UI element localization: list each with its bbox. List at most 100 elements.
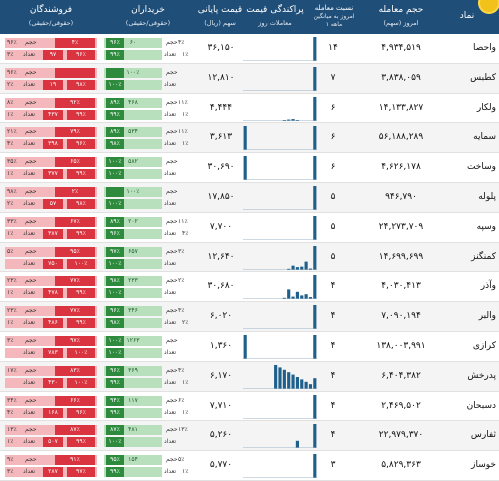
spread-bar xyxy=(308,297,313,300)
seller-percent: ۸۷٪ xyxy=(55,425,95,436)
spread-bar xyxy=(313,394,317,419)
seller-count-label: تعداد xyxy=(23,438,36,446)
buyer-vol-label: حجم xyxy=(166,158,178,166)
buyer-vol-label: حجم xyxy=(166,247,178,255)
symbol-name[interactable]: کطبس xyxy=(470,72,496,83)
ratio-bar: ۶۰ ۹۶٪ حجم ۴٪ xyxy=(104,38,192,48)
buyers-breakdown: ۱۱۷ ۹۴٪ حجم ۶٪ ۹۹٪ تعداد ۱٪ xyxy=(104,395,192,418)
price-spread-chart xyxy=(243,96,317,121)
ratio-bar: ۹۸٪ حجم ۲٪ xyxy=(5,186,97,197)
header-symbol[interactable]: نماد xyxy=(438,0,496,34)
table-row[interactable]: خوساز ۵,۸۲۹,۳۶۳ ۳ ۵,۷۷۰ ۱۵۴ ۹۵٪ حجم ۵٪ ۹۹٪ تعداد ۱… xyxy=(0,451,499,481)
table-row[interactable]: پدرخش ۶,۴۰۴,۳۸۲ ۴ ۶,۱۷۰ ۳۶۹ ۹۶٪ حجم ۴٪ ۹۹٪ تعداد ۱… xyxy=(0,361,499,392)
buyer-percent: ۹۷٪ xyxy=(106,246,124,257)
ratio-bar: ۲۳٪ حجم ۷۷٪ xyxy=(5,306,97,317)
seller-count-value: ۵۰۷ xyxy=(43,437,63,448)
symbol-name[interactable]: پلوله xyxy=(478,191,496,202)
ratio-bar: ۹۶٪ تعداد ۴٪ xyxy=(104,228,192,239)
header-ratio[interactable]: نسبت معامله امروز به میانگین ۱ ماهه xyxy=(303,0,365,34)
symbol-name[interactable]: وآذر xyxy=(480,281,496,292)
spread-bar xyxy=(295,441,299,449)
header-spread[interactable]: پراکندگی قیمت معاملات روز xyxy=(244,0,306,34)
ratio-bar: ۶۵۷ ۹۷٪ حجم ۳٪ xyxy=(104,246,192,257)
symbol-name[interactable]: والبر xyxy=(478,311,496,322)
table-row[interactable]: ثفارس ۲۲,۹۷۹,۳۷۰ ۴ ۵,۲۶۰ ۴۸۱ ۸۷٪ حجم ۱۳٪ ۱۰۰٪ تعد… xyxy=(0,421,499,452)
price-spread-chart xyxy=(243,215,317,240)
ratio-bar: ۲٪ تعداد ۱۹ ۹۸٪ xyxy=(5,79,97,90)
buyer-legal-percent: ۳٪ xyxy=(178,247,185,255)
buyer-count-bar xyxy=(104,169,162,180)
trade-volume: ۱۴,۱۳۳,۸۲۷ xyxy=(378,102,424,113)
header-price[interactable]: قیمت پایانی سهم (ریال) xyxy=(192,0,248,34)
ratio-bar: ۱٪ تعداد ۳۷۷ ۹۹٪ xyxy=(5,169,97,180)
buyer-count-percent: ۱۰۰٪ xyxy=(106,347,124,358)
trade-volume: ۷,۰۹۰,۱۹۴ xyxy=(381,311,421,322)
buyer-vol-label: حجم xyxy=(166,456,178,464)
table-row[interactable]: پلوله ۹۴۶,۷۹۰ ۵ ۱۷,۸۵۰ ۱۰۰٪ حجم ۱۰۰٪ تعداد ۹۸٪ حج… xyxy=(0,182,499,213)
seller-count-label: تعداد xyxy=(23,51,36,58)
buyer-count-legal: ۱٪ xyxy=(182,378,189,386)
table-row[interactable]: والبر ۷,۰۹۰,۱۹۴ ۴ ۶,۰۲۰ ۳۴۶ ۹۶٪ حجم ۴٪ ۹۸٪ تعداد ۲… xyxy=(0,302,499,332)
symbol-name[interactable]: ولکار xyxy=(476,102,496,113)
volume-ratio: ۷ xyxy=(330,72,336,83)
price-spread-chart xyxy=(243,305,317,330)
table-row[interactable]: کرازی ۱۳۸,۰۰۳,۹۹۱ ۴ ۱,۳۶۰ ۱۲۶۳ ۱۰۰٪ حجم ۱۰۰٪ تعد… xyxy=(0,332,499,362)
header-symbol-label: نماد xyxy=(459,11,475,21)
table-row[interactable]: وآذر ۴,۰۳۰,۴۱۳ ۴ ۳۰,۶۸۰ ۲۳۳ ۹۸٪ حجم ۲٪ ۱۰۰٪ تعداد… xyxy=(0,272,499,303)
seller-legal-percent: ۳٪ xyxy=(7,336,14,344)
symbol-name[interactable]: واحصا xyxy=(473,43,496,53)
table-row[interactable]: دسبحان ۲,۴۶۹,۵۰۲ ۴ ۷,۷۱۰ ۱۱۷ ۹۴٪ حجم ۶٪ ۹۹٪ تعداد… xyxy=(0,392,499,422)
buyer-percent: ۹۶٪ xyxy=(106,365,124,376)
header-buyers[interactable]: خریداران (حقوقی/حقیقی) xyxy=(104,0,192,34)
symbol-name[interactable]: وسپه xyxy=(476,221,496,232)
buyer-legal-percent: ۶٪ xyxy=(178,396,185,404)
symbol-name[interactable]: پدرخش xyxy=(467,370,496,381)
seller-percent: ۹۲٪ xyxy=(55,97,95,108)
close-price: ۷,۷۰۰ xyxy=(209,221,233,232)
table-row[interactable]: وساخت ۴,۶۲۶,۱۷۸ ۶ ۳۰,۶۹۰ ۵۸۲ ۱۰۰٪ حجم ۱۰۰٪ تعداد… xyxy=(0,153,499,183)
buyer-count-legal: ۱٪ xyxy=(182,51,189,58)
table-row[interactable]: ولکار ۱۴,۱۳۳,۸۲۷ ۶ ۴,۴۴۴ ۴۶۸ ۸۹٪ حجم ۱۱٪ ۹۹٪ تعدا… xyxy=(0,94,499,124)
buyer-legal-percent: ۴٪ xyxy=(178,307,185,315)
symbol-name[interactable]: دسبحان xyxy=(466,400,496,411)
symbol-name[interactable]: کرازی xyxy=(472,340,496,351)
table-row[interactable]: واحصا ۴,۹۳۴,۵۱۹ ۱۴ ۳۶,۱۵۰ ۶۰ ۹۶٪ حجم ۴٪ ۹۹٪ تعداد… xyxy=(0,34,499,64)
sellers-breakdown: ۵٪ حجم ۹۵٪ تعداد ۷۵۰ ۱۰۰٪ xyxy=(5,246,97,269)
header-price-sub: سهم (ریال) xyxy=(204,19,236,27)
seller-percent: ۹۱٪ xyxy=(55,455,95,466)
seller-legal-percent: ۲۳٪ xyxy=(7,307,17,315)
buyer-count-label: تعداد xyxy=(164,110,177,118)
seller-volume-bar xyxy=(5,67,97,78)
buyer-count-bar xyxy=(104,407,162,418)
buyer-count-label: تعداد xyxy=(164,438,177,446)
seller-count-percent: ۱۰۰٪ xyxy=(67,347,95,358)
header-volume[interactable]: حجم معامله امروز (سهم) xyxy=(366,0,436,34)
price-spread-chart xyxy=(243,424,317,449)
seller-vol-label: حجم xyxy=(25,396,37,404)
seller-legal-percent: ۱۷٪ xyxy=(7,366,17,374)
ratio-bar: ۵۸۲ ۱۰۰٪ حجم xyxy=(104,157,192,168)
symbol-name[interactable]: کمنگنز xyxy=(471,251,496,262)
header-sellers[interactable]: فروشندگان (حقوقی/حقیقی) xyxy=(5,0,97,34)
seller-count-label: تعداد xyxy=(23,199,36,207)
spread-bar xyxy=(313,215,317,240)
spread-bar xyxy=(313,66,317,91)
buyer-volume-bar: ۴۸۱ xyxy=(104,425,162,436)
table-row[interactable]: سمایه ۵۶,۱۸۸,۲۸۹ ۶ ۳,۶۱۳ ۵۳۴ ۸۹٪ حجم ۱۱٪ ۹۸٪ تعدا… xyxy=(0,123,499,154)
volume-ratio: ۵ xyxy=(330,191,336,202)
seller-count-label: تعداد xyxy=(23,378,36,386)
symbol-name[interactable]: وساخت xyxy=(466,162,496,173)
table-row[interactable]: کطبس ۳,۸۳۸,۰۵۹ ۷ ۱۲,۸۱۰ ۱۰۰٪ حجم ۱۰۰٪ تعداد ۹۶٪ ح… xyxy=(0,63,499,94)
table-row[interactable]: کمنگنز ۱۴,۶۹۹,۶۹۹ ۵ ۱۲,۶۴۰ ۶۵۷ ۹۷٪ حجم ۳٪ ۱۰۰٪ تع… xyxy=(0,242,499,273)
buyer-count-label: تعداد xyxy=(164,259,177,267)
table-row[interactable]: وسپه ۲۴,۲۷۳,۷۰۹ ۵ ۷,۷۰۰ ۲۰۲ ۸۹٪ حجم ۱۱٪ ۹۶٪ تعداد… xyxy=(0,213,499,243)
symbol-name[interactable]: خوساز xyxy=(471,460,496,471)
buyer-vol-label: حجم xyxy=(166,98,178,106)
symbol-name[interactable]: ثفارس xyxy=(470,430,496,441)
seller-count-value: ۱۶۸ xyxy=(43,407,63,418)
ratio-bar: ۱۰۰٪ تعداد xyxy=(104,169,192,180)
volume-ratio: ۴ xyxy=(330,311,336,322)
symbol-name[interactable]: سمایه xyxy=(473,132,496,143)
seller-volume-bar xyxy=(5,246,97,257)
price-spread-chart xyxy=(243,185,317,210)
